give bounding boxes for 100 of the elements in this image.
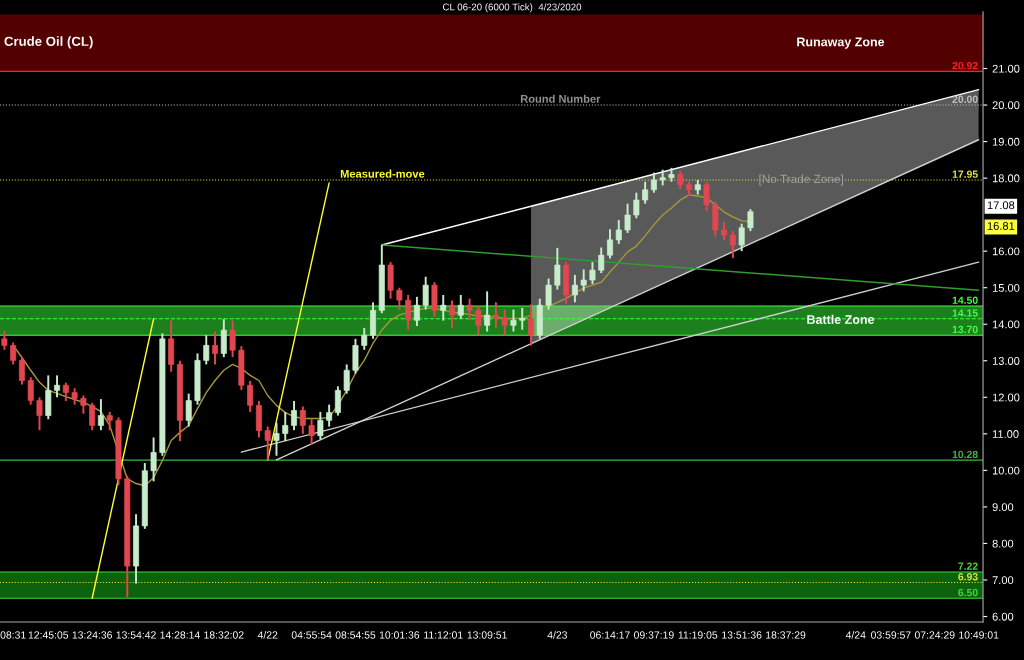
candlestick [440, 294, 447, 322]
candlestick [528, 303, 534, 347]
ref-line-label: 14.50 [952, 296, 978, 304]
candlestick [747, 208, 754, 233]
candlestick [405, 294, 412, 331]
candlestick [27, 376, 34, 406]
x-tick-label: 06:14:17 [590, 631, 630, 639]
y-tick-label: 8.00 [992, 539, 1014, 548]
annotation: Measured-move [340, 169, 425, 178]
candlestick [703, 180, 710, 212]
candlestick [738, 222, 745, 253]
y-tick-label: 11.00 [992, 430, 1019, 438]
ref-line-label: 20.92 [952, 61, 978, 70]
candlestick [334, 385, 341, 417]
chart-title: CL 06-20 (6000 Tick) 4/23/2020 [442, 3, 582, 13]
candlestick [519, 306, 526, 331]
candlestick [212, 330, 219, 366]
y-tick-label: 7.00 [992, 576, 1014, 585]
candlestick [308, 418, 315, 446]
candlestick [457, 294, 464, 320]
candlestick [291, 399, 298, 432]
x-tick-label: 13:09:51 [467, 631, 507, 639]
candlestick [150, 436, 157, 483]
x-tick-label: 11:19:05 [678, 631, 718, 639]
candlestick [97, 398, 104, 432]
y-tick-label: 15.00 [992, 283, 1020, 292]
candlestick [449, 299, 456, 329]
x-tick-label: 13:54:42 [116, 631, 156, 639]
ref-line-label: 20.00 [952, 95, 978, 103]
x-tick-label: 12:45:05 [28, 631, 69, 639]
annotation: Round Number [520, 94, 601, 103]
candlestick [545, 277, 552, 311]
candlestick [89, 401, 96, 432]
annotation: [No Trade Zone] [759, 174, 843, 186]
ref-line-label: 17.95 [952, 170, 978, 178]
candlestick [607, 228, 613, 260]
candlestick [466, 297, 473, 322]
candlestick [422, 275, 429, 311]
candlestick [633, 191, 640, 220]
ref-line-label: 6.50 [958, 588, 978, 597]
candlestick [36, 396, 43, 432]
ref-line-label: 13.70 [952, 325, 978, 334]
candlestick [282, 410, 289, 443]
candlestick [501, 308, 508, 337]
y-tick-label: 19.00 [992, 137, 1020, 146]
x-tick-label: 4/24 [845, 631, 866, 639]
candlestick [18, 356, 25, 386]
candlestick [10, 341, 17, 366]
candlestick [1, 329, 8, 351]
candlestick [220, 318, 227, 359]
candlestick [484, 290, 491, 333]
candlestick [361, 326, 368, 351]
candlestick [203, 334, 210, 366]
candlestick [571, 273, 578, 304]
ref-line-label: 6.93 [958, 573, 978, 581]
band-label: Battle Zone [807, 314, 875, 324]
x-tick-label: 4/22 [257, 631, 278, 639]
y-tick-label: 9.00 [992, 503, 1014, 512]
x-tick-label: 10:49:01 [959, 631, 999, 639]
x-tick-label: 11:12:01 [424, 631, 463, 639]
x-tick-label: 07:24:29 [914, 631, 955, 639]
candlestick [326, 403, 333, 428]
x-tick-label: 03:59:57 [871, 631, 911, 639]
candlestick [650, 171, 657, 194]
y-tick-label: 14.00 [992, 320, 1020, 329]
text: Crude Oil (CL) [4, 36, 93, 49]
x-tick-label: 13:24:36 [72, 631, 112, 639]
candlestick [273, 421, 280, 457]
candlestick [677, 169, 684, 191]
candlestick [615, 219, 622, 245]
y-tick-label: 12.00 [992, 393, 1020, 402]
x-tick-label: 4/23 [547, 631, 568, 639]
candlestick [343, 363, 350, 395]
candlestick [299, 405, 306, 435]
candlestick [229, 319, 236, 359]
ref-line-label: 10.28 [952, 450, 978, 459]
candlestick [264, 425, 271, 462]
y-tick-label: 6.00 [992, 612, 1014, 621]
x-tick-label: 13:51:36 [722, 631, 762, 639]
candlestick [642, 180, 649, 205]
candlestick [413, 295, 420, 328]
text: 17.08 [987, 201, 1015, 210]
candlestick [580, 268, 587, 293]
band-label: Runaway Zone [797, 37, 885, 49]
candlestick [185, 392, 192, 428]
x-tick-label: 09:37:19 [634, 631, 674, 639]
x-tick-label: 08:31 [0, 631, 26, 639]
ref-line-label: 14.15 [952, 309, 978, 317]
x-tick-label: 10:01:36 [379, 631, 420, 639]
x-tick-label: 08:54:55 [335, 631, 376, 639]
candlestick [554, 246, 561, 291]
candlestick [62, 381, 69, 402]
candlestick [54, 374, 61, 399]
x-tick-label: 18:32:02 [204, 631, 244, 639]
ref-line-label: 7.22 [958, 562, 978, 570]
candlestick [492, 301, 499, 329]
candlestick [396, 286, 403, 311]
candlestick [247, 379, 254, 413]
candlestick [729, 230, 736, 260]
candlestick [510, 308, 517, 333]
